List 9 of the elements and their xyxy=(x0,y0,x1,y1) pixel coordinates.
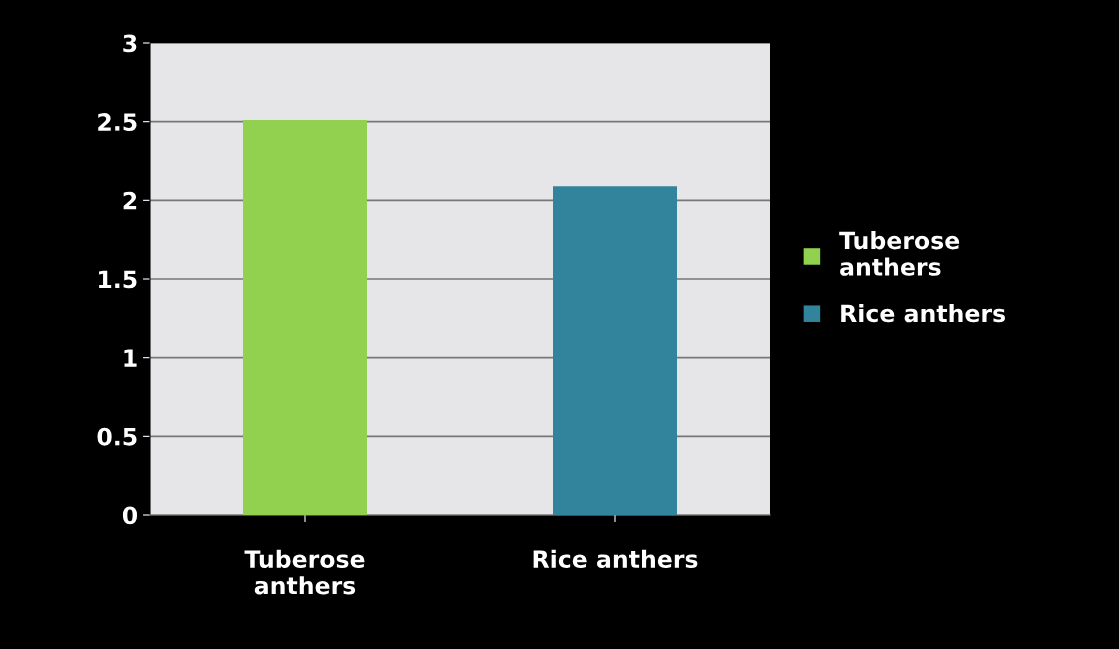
legend-label: Rice anthers xyxy=(841,304,1005,323)
y-tick-label: 1 xyxy=(124,349,137,367)
y-tick-label: 0 xyxy=(122,506,138,525)
y-tick-label: 2 xyxy=(123,191,137,210)
y-tick-label: 1.5 xyxy=(99,270,137,289)
y-tick-label: 0.5 xyxy=(97,427,137,446)
legend-label: Tuberose anthers xyxy=(839,231,960,276)
y-tick-label: 3 xyxy=(123,34,137,53)
y-tick-label: 2.5 xyxy=(98,113,137,131)
